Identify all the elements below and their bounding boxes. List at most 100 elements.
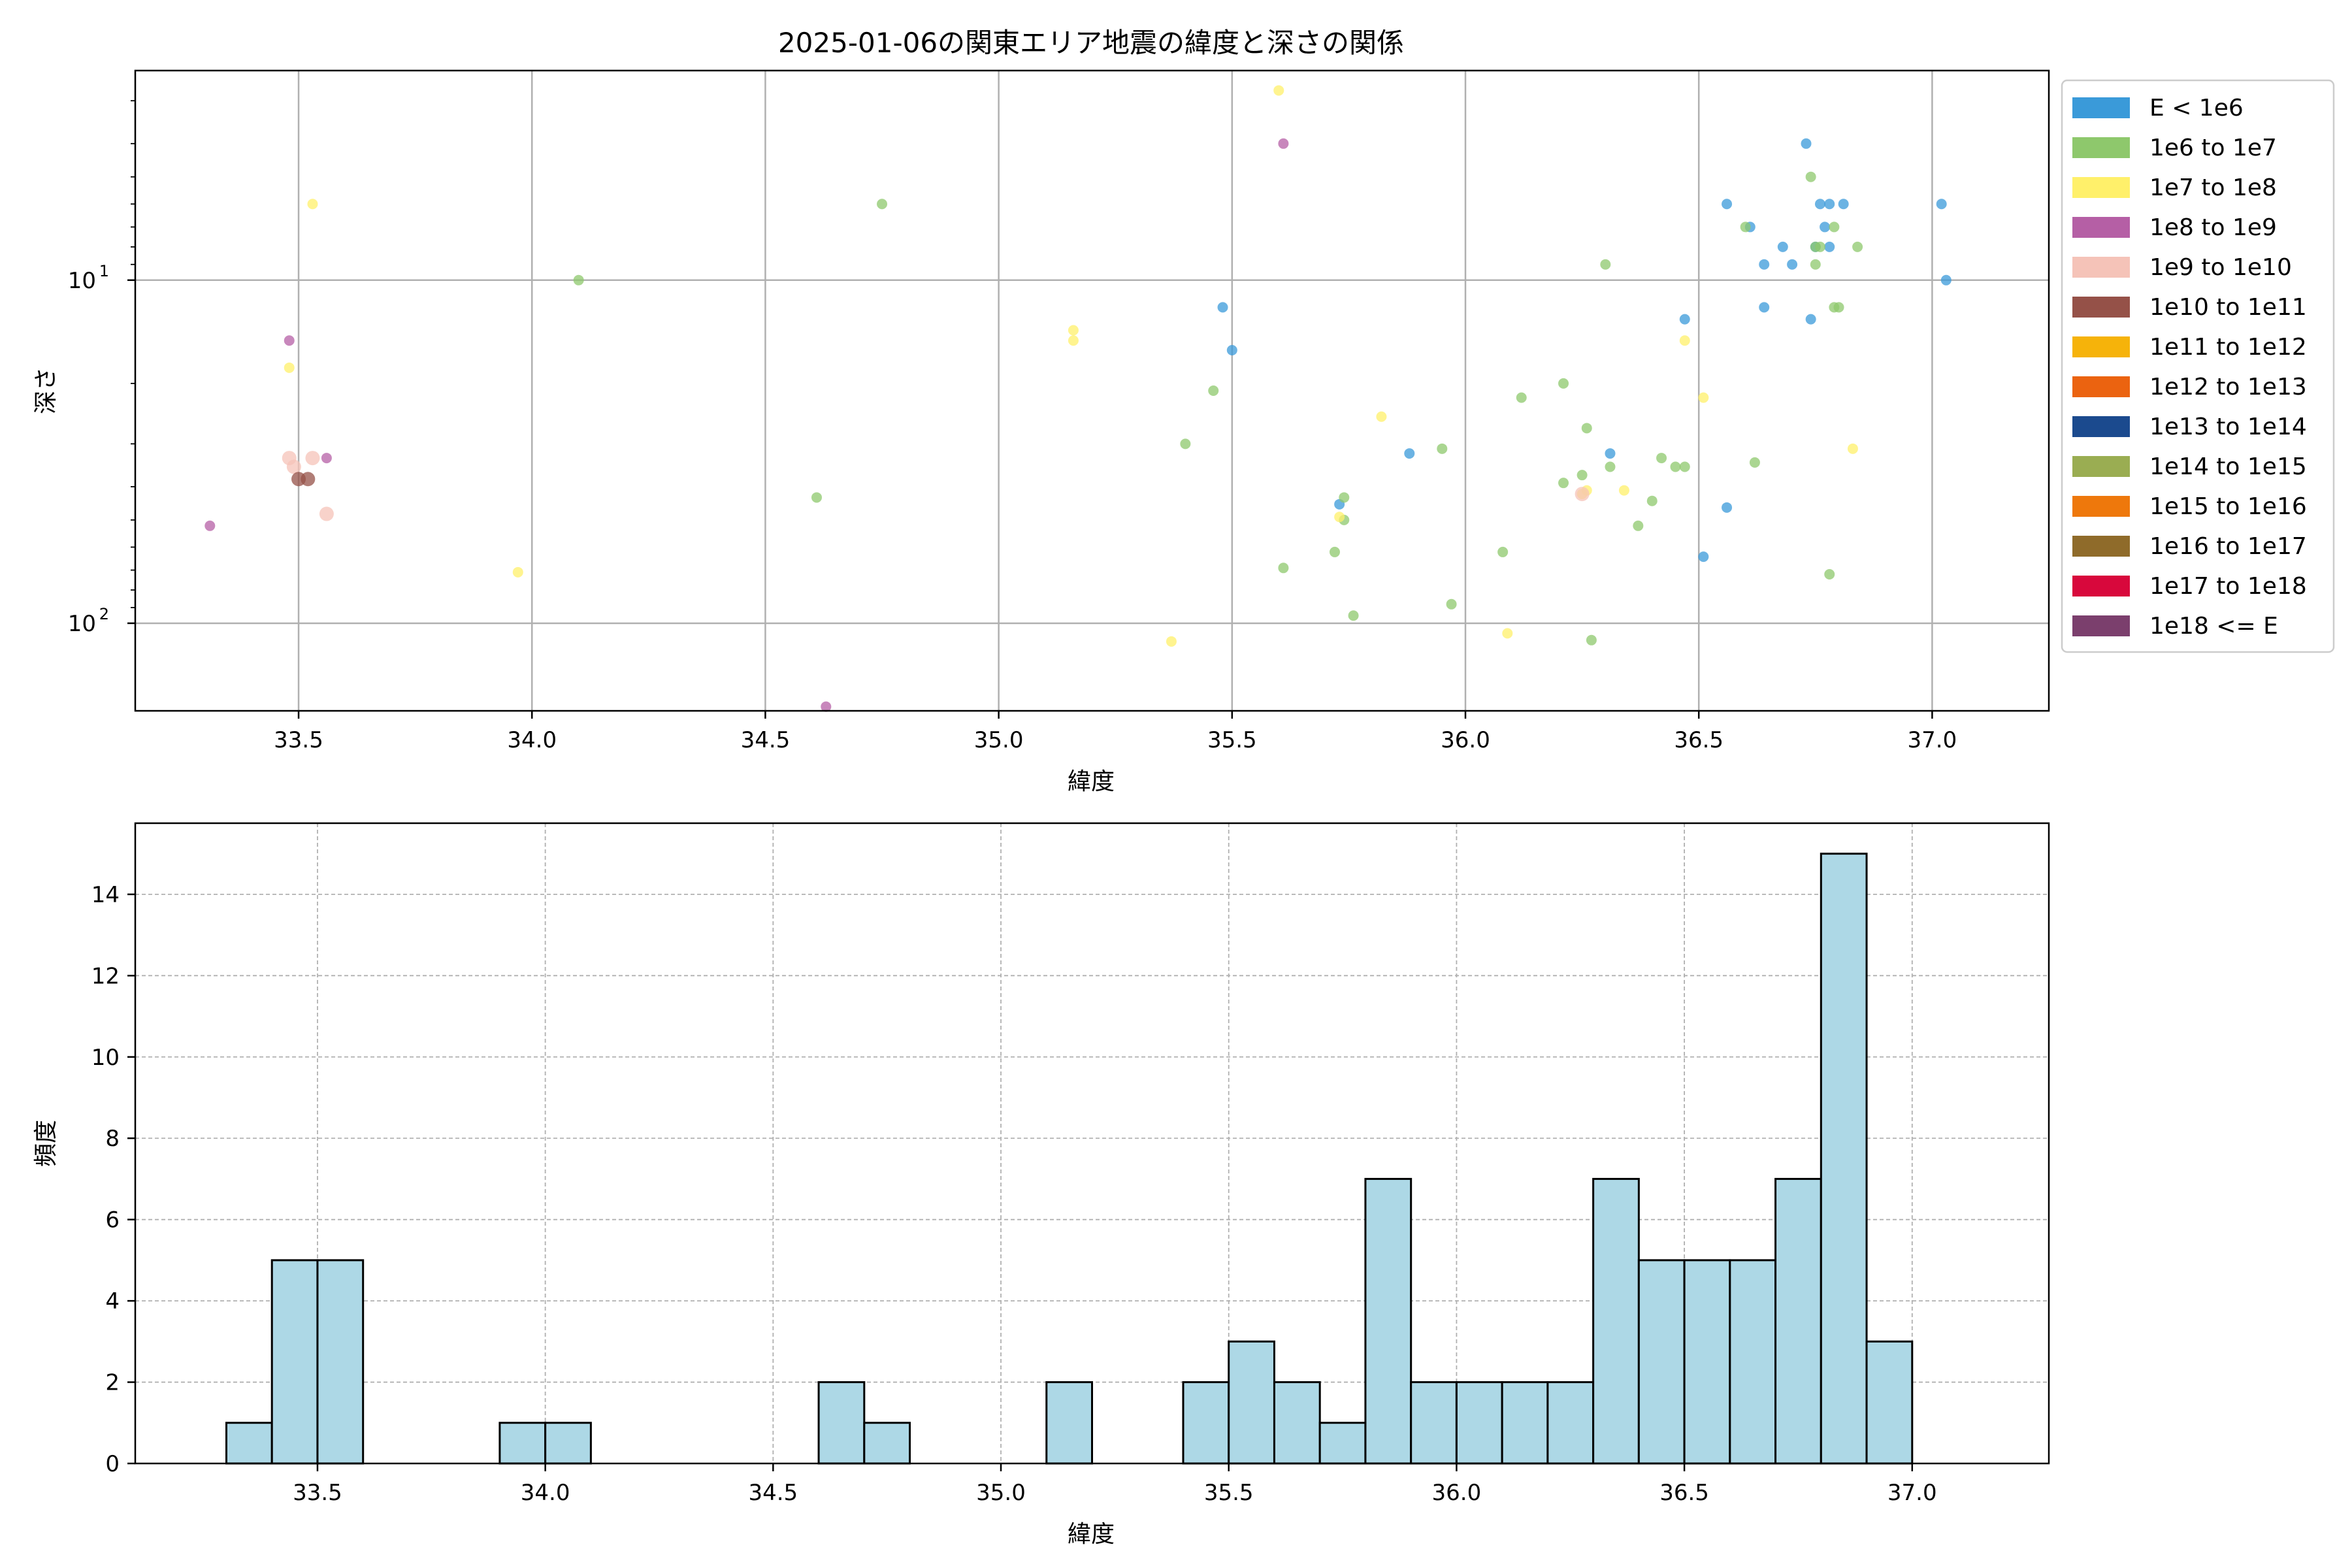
legend: E < 1e6 1e6 to 1e7 1e7 to 1e8 1e8 to 1e9 1e9… <box>2061 79 2335 653</box>
legend-label: 1e6 to 1e7 <box>2149 135 2277 161</box>
scatter-point <box>821 701 832 712</box>
histogram-x-axis-label: 緯度 <box>1068 1521 1115 1548</box>
histogram-bar <box>863 1422 911 1465</box>
histogram-x-ticks: 33.5 34.0 34.5 35.0 35.5 36.0 36.5 37.0 <box>293 1463 1937 1506</box>
histogram-plot-frame <box>134 822 2050 1465</box>
scatter-point <box>1801 138 1812 149</box>
legend-swatch <box>2072 536 2130 557</box>
chart-title: 2025-01-06の関東エリア地震の緯度と深さの関係 <box>778 27 1404 59</box>
legend-swatch <box>2072 137 2130 158</box>
legend-label: 1e12 to 1e13 <box>2149 374 2307 400</box>
scatter-point <box>1829 221 1840 233</box>
scatter-point <box>1226 344 1237 355</box>
scatter-point <box>1208 385 1219 396</box>
scatter-point <box>1180 438 1191 449</box>
scatter-point <box>1833 302 1844 313</box>
histogram-x-tick-label: 36.0 <box>1432 1480 1482 1506</box>
scatter-point <box>1679 335 1690 346</box>
scatter-point <box>1646 495 1658 506</box>
scatter-x-tick-label: 34.5 <box>741 727 791 753</box>
histogram-bar <box>544 1422 592 1465</box>
histogram-bar <box>225 1422 273 1465</box>
histogram-bar <box>1774 1177 1822 1465</box>
scatter-point <box>1749 457 1760 468</box>
scatter-point <box>1698 551 1709 563</box>
histogram-y-tick-label: 14 <box>91 882 120 908</box>
scatter-x-tick-label: 35.5 <box>1207 727 1257 753</box>
histogram-y-tick-label: 2 <box>105 1370 120 1396</box>
legend-swatch <box>2072 97 2130 118</box>
histogram-bar <box>1273 1381 1321 1465</box>
histogram-x-tick-label: 33.5 <box>293 1480 342 1506</box>
scatter-chart: 2025-01-06の関東エリア地震の緯度と深さの関係 33.5 34.0 34.5… <box>33 27 2050 795</box>
histogram-bar <box>1318 1422 1367 1465</box>
histogram-bar <box>1865 1340 1914 1465</box>
histogram-x-tick-label: 34.5 <box>748 1480 798 1506</box>
scatter-point <box>1633 520 1644 531</box>
histogram-bar <box>1228 1340 1275 1465</box>
legend-swatch <box>2072 615 2130 636</box>
scatter-point <box>1679 461 1690 472</box>
histogram-bars <box>225 853 1914 1465</box>
scatter-point <box>286 459 301 474</box>
legend-swatch <box>2072 257 2130 278</box>
histogram-y-tick-label: 0 <box>105 1451 120 1477</box>
scatter-point <box>1820 221 1831 233</box>
scatter-points <box>204 85 1952 712</box>
legend-label: 1e9 to 1e10 <box>2149 254 2292 281</box>
legend-swatch <box>2072 336 2130 357</box>
scatter-point <box>1217 302 1228 313</box>
scatter-point <box>573 274 584 286</box>
histogram-bar <box>1410 1381 1458 1465</box>
scatter-point <box>1847 443 1858 454</box>
legend-label: 1e7 to 1e8 <box>2149 174 2277 201</box>
scatter-point <box>204 520 216 531</box>
histogram-x-tick-label: 37.0 <box>1887 1480 1937 1506</box>
scatter-point <box>1446 598 1457 610</box>
scatter-y-tick-exponent: 2 <box>99 605 109 623</box>
legend-swatch <box>2072 496 2130 517</box>
histogram-y-axis-label: 頻度 <box>33 1120 59 1167</box>
histogram-bar <box>1045 1381 1094 1465</box>
legend-label: 1e16 to 1e17 <box>2149 533 2307 560</box>
legend-label: 1e10 to 1e11 <box>2149 294 2307 321</box>
scatter-point <box>1805 314 1816 325</box>
scatter-point <box>1777 241 1788 252</box>
legend-swatch <box>2072 456 2130 477</box>
histogram-y-tick-label: 10 <box>91 1045 120 1071</box>
scatter-y-axis-label: 深さ <box>33 367 59 414</box>
scatter-point <box>1068 325 1079 336</box>
scatter-point <box>321 453 332 464</box>
histogram-y-tick-label: 6 <box>105 1207 120 1233</box>
scatter-point <box>1273 85 1284 96</box>
scatter-point <box>1586 634 1597 645</box>
scatter-point <box>1618 485 1629 496</box>
legend-swatch <box>2072 576 2130 596</box>
histogram-bar <box>270 1259 319 1465</box>
scatter-point <box>1759 302 1770 313</box>
histogram-x-tick-label: 36.5 <box>1659 1480 1709 1506</box>
histogram-x-tick-label: 34.0 <box>521 1480 570 1506</box>
scatter-point <box>1581 423 1592 434</box>
histogram-bar <box>1683 1259 1731 1465</box>
legend-swatch <box>2072 177 2130 198</box>
scatter-point <box>1605 461 1616 472</box>
scatter-point <box>1698 392 1709 403</box>
scatter-point <box>512 566 523 578</box>
histogram-bar <box>1364 1177 1413 1465</box>
histogram-bar <box>316 1259 365 1465</box>
scatter-y-tick-label: 10 <box>68 268 96 294</box>
histogram-y-tick-label: 8 <box>105 1126 120 1152</box>
scatter-point <box>1329 546 1340 557</box>
scatter-point <box>305 451 320 466</box>
histogram-chart: 33.5 34.0 34.5 35.0 35.5 36.0 36.5 37.0 0 2 4 6 8 10… <box>33 822 2050 1548</box>
scatter-point <box>301 472 316 487</box>
legend-label: 1e8 to 1e9 <box>2149 214 2277 241</box>
scatter-point <box>1838 199 1849 210</box>
histogram-y-tick-label: 4 <box>105 1288 120 1315</box>
scatter-point <box>1814 241 1825 252</box>
scatter-point <box>1502 628 1513 639</box>
scatter-point <box>1656 453 1667 464</box>
histogram-bar <box>1820 853 1868 1465</box>
